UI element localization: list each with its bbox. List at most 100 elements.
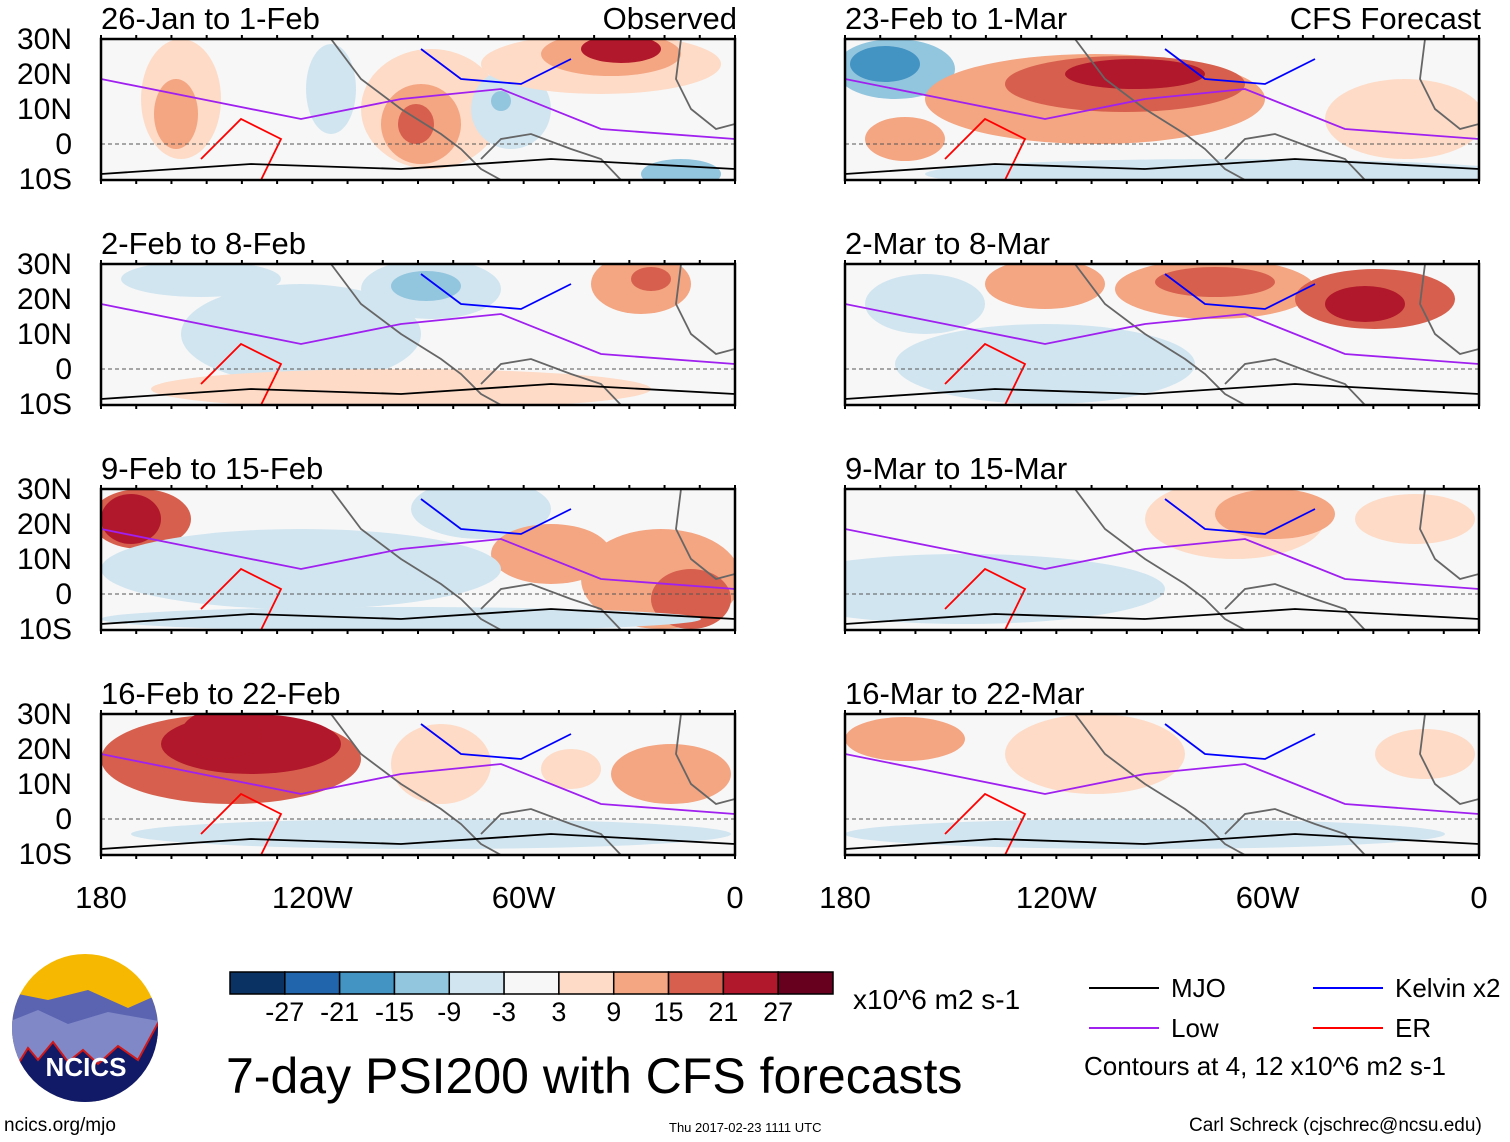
legend-label: Kelvin x2 [1395,973,1501,1003]
footer-timestamp: Thu 2017-02-23 1111 UTC [669,1120,822,1135]
shading-region [845,819,1445,849]
lat-label: 30N [16,248,72,281]
colorbar-swatch [338,971,396,995]
colorbar-label: 9 [606,997,622,1027]
lat-label: 20N [16,283,72,316]
shading-region [391,271,461,301]
panel-title: 9-Feb to 15-Feb [101,451,324,486]
colorbar-units: x10^6 m2 s-1 [853,984,1021,1015]
shading-region [845,717,965,761]
lat-label: 10S [18,838,72,871]
shading-region [1355,494,1475,544]
shading-region [391,724,491,804]
panel-title: 9-Mar to 15-Mar [845,451,1068,486]
legend-line [1313,1027,1383,1029]
lat-label: 10S [18,163,72,196]
figure-title: 7-day PSI200 with CFS forecasts [226,1048,963,1104]
shading-region [865,117,945,161]
shading-region [845,554,1165,624]
lat-label: 20N [16,733,72,766]
colorbar-swatch [229,971,286,995]
shading-region [1065,59,1205,89]
lon-label: 180 [819,880,871,915]
lat-label: 0 [55,578,72,611]
lat-label: 10N [16,93,72,126]
shading-region [181,714,261,759]
shading-region [101,494,161,544]
lat-label: 0 [55,128,72,161]
colorbar-label: 3 [551,997,567,1027]
legend-label: MJO [1171,973,1226,1003]
legend-line [1089,987,1159,989]
shading-region [850,46,920,82]
shading-region [411,489,551,539]
logo-text: NCICS [46,1052,127,1082]
shading-region [491,91,511,111]
footer-url[interactable]: ncics.org/mjo [4,1115,116,1136]
shading-region [154,79,198,149]
panel-title: 23-Feb to 1-Mar [845,1,1068,36]
colorbar-swatch [284,971,341,995]
colorbar-swatch [722,971,779,995]
legend-line [1089,1027,1159,1029]
legend-label: Low [1171,1013,1219,1043]
map-panel [99,260,737,409]
colorbar-swatch [558,971,615,995]
colorbar-swatch [667,971,725,995]
footer-credit: Carl Schreck (cjschrec@ncsu.edu) [1189,1115,1482,1136]
shading-region [865,274,985,334]
shading-region [1005,714,1185,794]
lat-label: 20N [16,58,72,91]
shading-region [181,284,421,384]
lat-label: 0 [55,803,72,836]
lat-label: 10N [16,543,72,576]
lat-label: 10S [18,388,72,421]
observed-label: Observed [602,1,737,36]
colorbar-label: -15 [374,997,414,1027]
colorbar [229,971,834,995]
shading-region [611,744,731,804]
shading-region [151,369,651,405]
colorbar-swatch [777,971,834,995]
ncics-logo: NCICS [12,954,158,1102]
shading-region [131,819,731,849]
map-panel [843,35,1481,184]
shading-region [306,44,356,134]
shading-region [581,39,661,63]
colorbar-label: 15 [653,997,684,1027]
colorbar-label: 21 [708,997,739,1027]
lat-label: 10N [16,768,72,801]
shading-region [1375,729,1475,779]
panel-title: 16-Feb to 22-Feb [101,676,341,711]
lon-label: 0 [1470,880,1488,915]
lat-label: 30N [16,473,72,506]
colorbar-swatch [503,971,560,995]
lat-label: 0 [55,353,72,386]
lon-label: 120W [1015,880,1097,915]
lat-label: 10N [16,318,72,351]
panel-title: 16-Mar to 22-Mar [845,676,1085,711]
map-panel [843,260,1481,409]
lat-label: 10S [18,613,72,646]
lon-label: 0 [726,880,744,915]
panel-title: 2-Mar to 8-Mar [845,226,1050,261]
panel-title: 2-Feb to 8-Feb [101,226,307,261]
map-panel [99,485,737,634]
shading-region [1325,79,1479,159]
map-panel [843,485,1481,634]
shading-region [895,324,1195,404]
contours-note: Contours at 4, 12 x10^6 m2 s-1 [1084,1051,1446,1081]
map-panel [99,710,737,859]
shading-region [121,264,281,297]
shading-region [1325,286,1405,322]
lat-label: 30N [16,698,72,731]
shading-region [985,264,1105,309]
colorbar-label: 27 [763,997,794,1027]
shading-region [491,524,611,584]
shading-region [1215,489,1335,539]
legend-label: ER [1395,1013,1432,1043]
lon-label: 60W [491,880,556,915]
lat-label: 30N [16,23,72,56]
lon-label: 180 [75,880,127,915]
shading-region [1155,267,1275,297]
